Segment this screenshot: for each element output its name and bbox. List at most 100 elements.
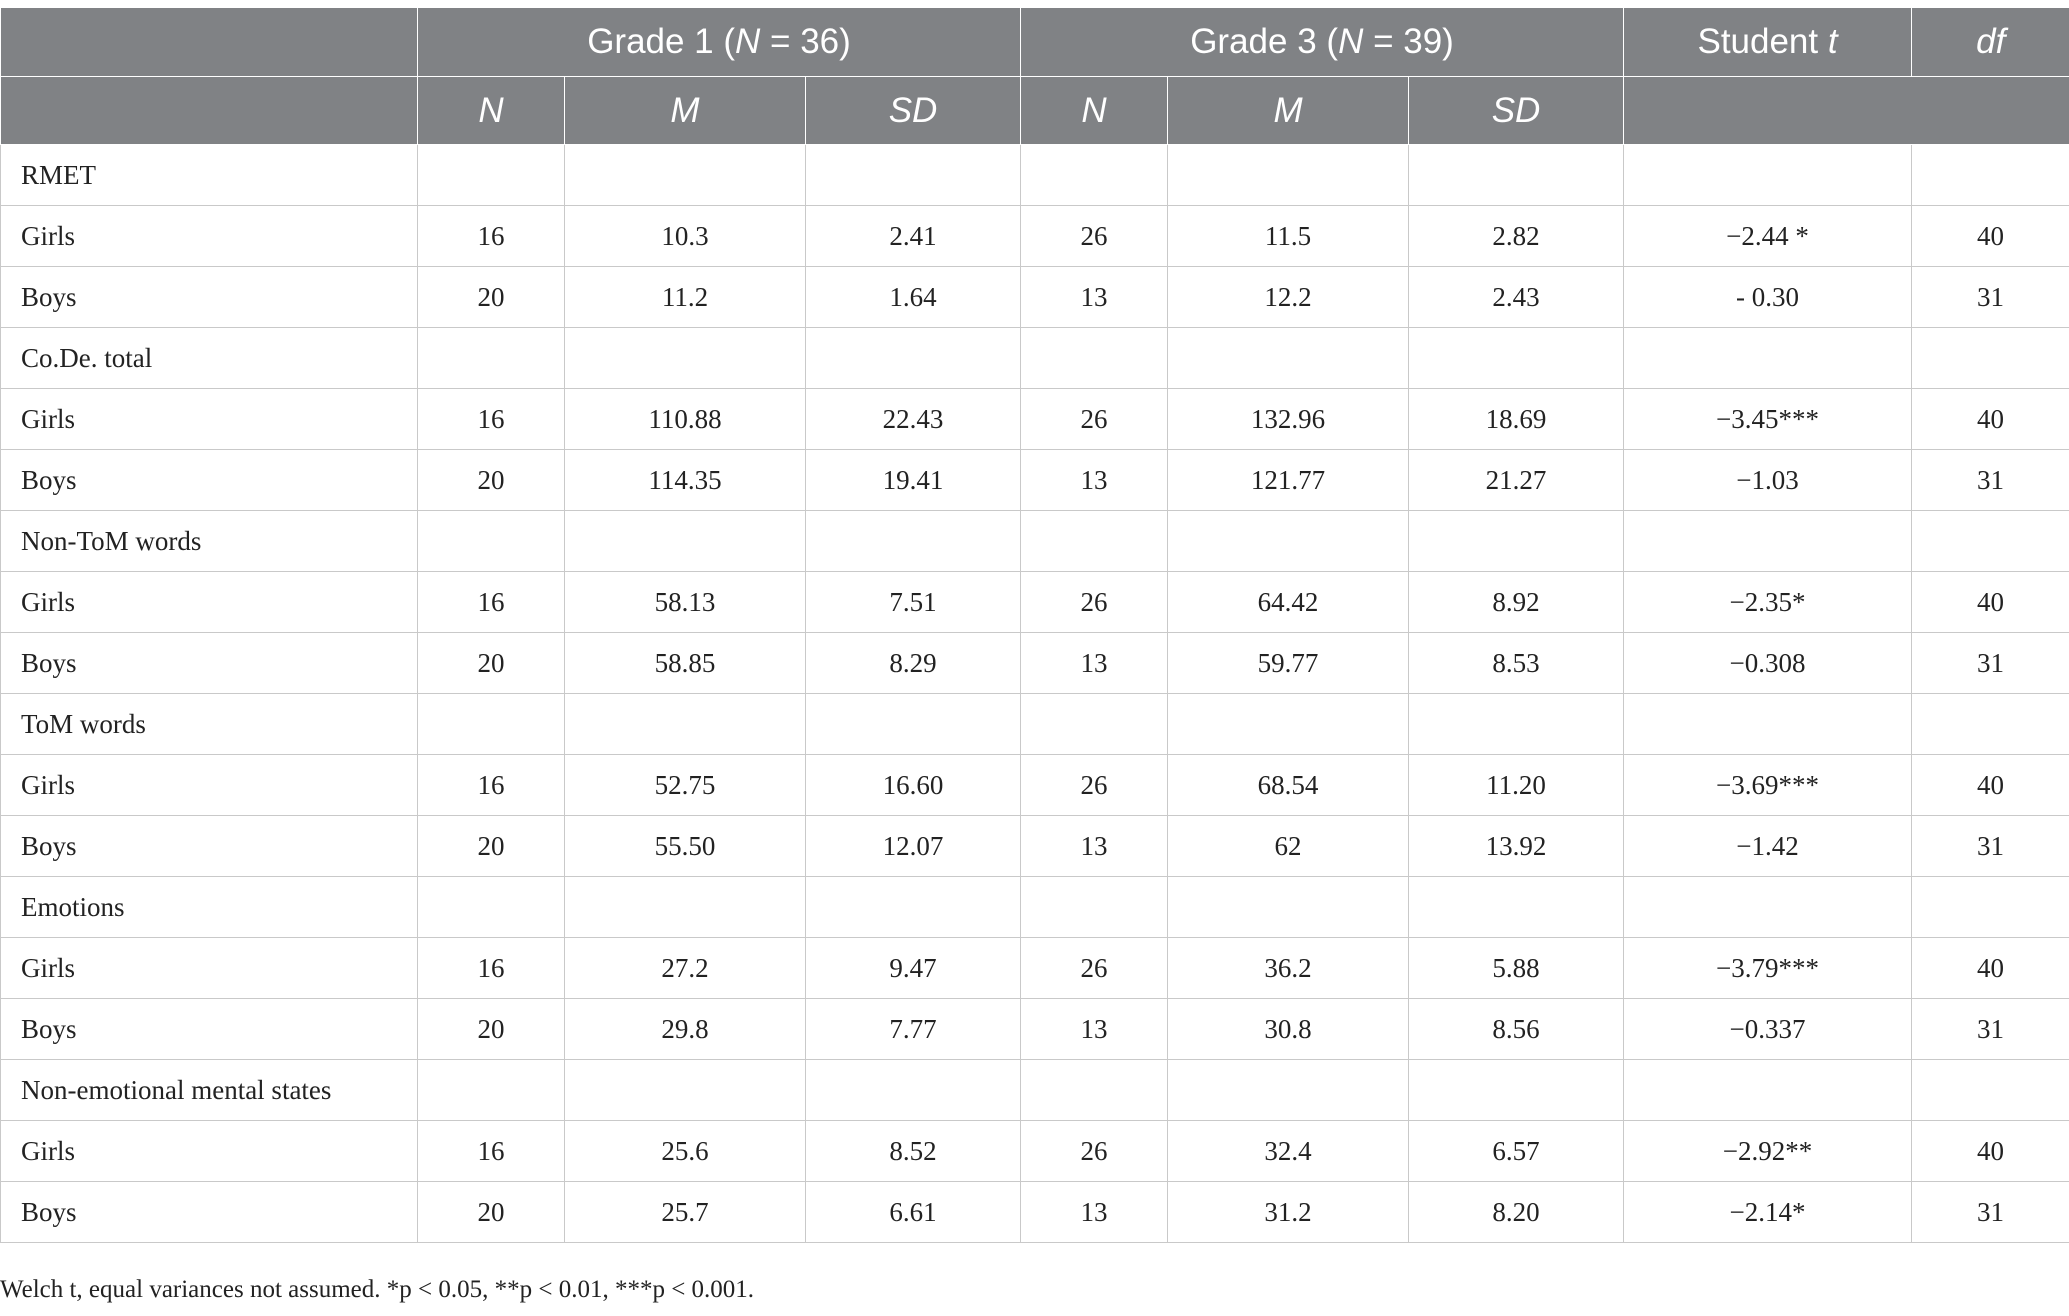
group-label: Co.De. total bbox=[0, 327, 418, 389]
empty-cell bbox=[1167, 1059, 1410, 1121]
subheader-m-grade1: M bbox=[564, 76, 806, 145]
table-row: Girls 16 52.75 16.60 26 68.54 11.20 −3.69*** 40 bbox=[0, 754, 2069, 816]
table-row: Girls 16 25.6 8.52 26 32.4 6.57 −2.92** 40 bbox=[0, 1120, 2069, 1182]
empty-cell bbox=[1911, 1059, 2069, 1121]
empty-cell bbox=[564, 510, 806, 572]
empty-cell bbox=[564, 1059, 806, 1121]
table-cell: 20 bbox=[417, 449, 565, 511]
table-cell: −2.92** bbox=[1623, 1120, 1913, 1182]
empty-cell bbox=[564, 327, 806, 389]
table-cell: −2.44 * bbox=[1623, 205, 1913, 267]
subheader-m-grade3: M bbox=[1167, 76, 1410, 145]
table-cell: 26 bbox=[1020, 754, 1169, 816]
table-cell: 27.2 bbox=[564, 937, 806, 999]
row-label: Girls bbox=[0, 937, 418, 999]
empty-cell bbox=[1911, 327, 2069, 389]
header-df: df bbox=[1911, 8, 2069, 77]
table-cell: −0.308 bbox=[1623, 632, 1913, 694]
row-label: Girls bbox=[0, 205, 418, 267]
table-row: Non-emotional mental states bbox=[0, 1059, 2069, 1121]
table-cell: 52.75 bbox=[564, 754, 806, 816]
table-row: RMET bbox=[0, 144, 2069, 206]
empty-cell bbox=[1623, 144, 1913, 206]
table-row: Girls 16 58.13 7.51 26 64.42 8.92 −2.35* 40 bbox=[0, 571, 2069, 633]
table-cell: −3.45*** bbox=[1623, 388, 1913, 450]
empty-cell bbox=[1020, 510, 1169, 572]
table-cell: 8.29 bbox=[804, 632, 1022, 694]
table-row: Boys 20 58.85 8.29 13 59.77 8.53 −0.308 31 bbox=[0, 632, 2069, 694]
table-cell: 40 bbox=[1911, 388, 2069, 450]
table-cell: 8.56 bbox=[1408, 998, 1625, 1060]
table-cell: 36.2 bbox=[1167, 937, 1410, 999]
table-row: Emotions bbox=[0, 876, 2069, 938]
table-cell: 18.69 bbox=[1408, 388, 1625, 450]
table-row: Non-ToM words bbox=[0, 510, 2069, 572]
empty-cell bbox=[1408, 876, 1625, 938]
table-cell: 20 bbox=[417, 1181, 565, 1243]
table-cell: 26 bbox=[1020, 388, 1169, 450]
table-cell: 13 bbox=[1020, 632, 1169, 694]
table-cell: 16 bbox=[417, 1120, 565, 1182]
table-row: Girls 16 10.3 2.41 26 11.5 2.82 −2.44 * 40 bbox=[0, 205, 2069, 267]
subheader-n-grade1: N bbox=[417, 76, 565, 145]
table-cell: 26 bbox=[1020, 937, 1169, 999]
table-cell: 26 bbox=[1020, 205, 1169, 267]
empty-cell bbox=[804, 510, 1022, 572]
subheader-blank bbox=[1623, 76, 2069, 145]
table-cell: 10.3 bbox=[564, 205, 806, 267]
row-label: Girls bbox=[0, 754, 418, 816]
table-cell: −3.79*** bbox=[1623, 937, 1913, 999]
header-grade3: Grade 3 (N = 39) bbox=[1020, 8, 1625, 77]
empty-cell bbox=[417, 510, 565, 572]
table-row: Girls 16 27.2 9.47 26 36.2 5.88 −3.79*** 40 bbox=[0, 937, 2069, 999]
subheader-sd-grade3: SD bbox=[1408, 76, 1625, 145]
header-student-t: Student t bbox=[1623, 8, 1913, 77]
group-label: Non-emotional mental states bbox=[0, 1059, 418, 1121]
row-label: Girls bbox=[0, 388, 418, 450]
table-cell: 40 bbox=[1911, 205, 2069, 267]
table-cell: 16 bbox=[417, 754, 565, 816]
table-cell: 121.77 bbox=[1167, 449, 1410, 511]
empty-cell bbox=[1911, 510, 2069, 572]
table-cell: 9.47 bbox=[804, 937, 1022, 999]
table-cell: −3.69*** bbox=[1623, 754, 1913, 816]
table-row: Boys 20 55.50 12.07 13 62 13.92 −1.42 31 bbox=[0, 815, 2069, 877]
table-cell: 16 bbox=[417, 205, 565, 267]
empty-cell bbox=[1623, 510, 1913, 572]
table-cell: 2.43 bbox=[1408, 266, 1625, 328]
empty-cell bbox=[1167, 144, 1410, 206]
table-cell: 11.2 bbox=[564, 266, 806, 328]
empty-cell bbox=[1911, 876, 2069, 938]
empty-cell bbox=[417, 876, 565, 938]
table-cell: 31 bbox=[1911, 449, 2069, 511]
empty-cell bbox=[1020, 693, 1169, 755]
empty-cell bbox=[804, 327, 1022, 389]
header-corner bbox=[0, 8, 418, 77]
empty-cell bbox=[417, 327, 565, 389]
table-row: Co.De. total bbox=[0, 327, 2069, 389]
row-label: Boys bbox=[0, 998, 418, 1060]
table-cell: 25.7 bbox=[564, 1181, 806, 1243]
table-footnote: Welch t, equal variances not assumed. *p… bbox=[0, 1276, 755, 1303]
empty-cell bbox=[1167, 693, 1410, 755]
subheader-n-grade3: N bbox=[1020, 76, 1169, 145]
row-label: Boys bbox=[0, 266, 418, 328]
table-cell: 8.52 bbox=[804, 1120, 1022, 1182]
empty-cell bbox=[804, 1059, 1022, 1121]
table-cell: 21.27 bbox=[1408, 449, 1625, 511]
empty-cell bbox=[1020, 327, 1169, 389]
table-cell: 13 bbox=[1020, 1181, 1169, 1243]
empty-cell bbox=[1020, 876, 1169, 938]
empty-cell bbox=[804, 876, 1022, 938]
table-cell: 20 bbox=[417, 632, 565, 694]
empty-cell bbox=[1167, 876, 1410, 938]
empty-cell bbox=[1408, 327, 1625, 389]
table-cell: - 0.30 bbox=[1623, 266, 1913, 328]
table-cell: 8.53 bbox=[1408, 632, 1625, 694]
table-cell: 16.60 bbox=[804, 754, 1022, 816]
empty-cell bbox=[1623, 327, 1913, 389]
table-cell: 59.77 bbox=[1167, 632, 1410, 694]
table-cell: 7.51 bbox=[804, 571, 1022, 633]
table-cell: 26 bbox=[1020, 1120, 1169, 1182]
empty-cell bbox=[1623, 693, 1913, 755]
